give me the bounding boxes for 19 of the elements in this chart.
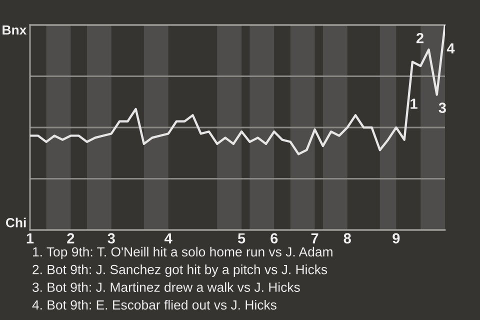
- x-tick-label: 4: [164, 233, 172, 244]
- text: Chi: [6, 218, 26, 228]
- annotation: 2: [416, 32, 424, 44]
- text: Bnx: [2, 25, 27, 35]
- x-tick-label: 2: [67, 233, 74, 244]
- x-tick-label: 9: [392, 233, 400, 244]
- x-tick-label: 7: [311, 233, 318, 244]
- x-tick-label: 8: [344, 233, 351, 244]
- x-tick-label: 1: [26, 233, 34, 244]
- text: 4: [446, 43, 455, 54]
- text: 4. Bot 9th: E. Escobar flied out vs J. Hicks: [32, 300, 276, 310]
- x-tick-label: 5: [238, 233, 246, 244]
- x-tick-label: 3: [108, 233, 115, 244]
- text: 3. Bot 9th: J. Martinez drew a walk vs J. Hicks: [32, 282, 300, 292]
- annotation: 3: [438, 102, 446, 113]
- text: 1. Top 9th: T. O'Neill hit a solo home run vs J. Adam: [33, 246, 332, 260]
- annotation: 1: [410, 98, 418, 109]
- text: 2. Bot 9th: J. Sanchez got hit by a pitch vs J. Hicks: [32, 264, 328, 277]
- x-tick-label: 6: [270, 233, 278, 244]
